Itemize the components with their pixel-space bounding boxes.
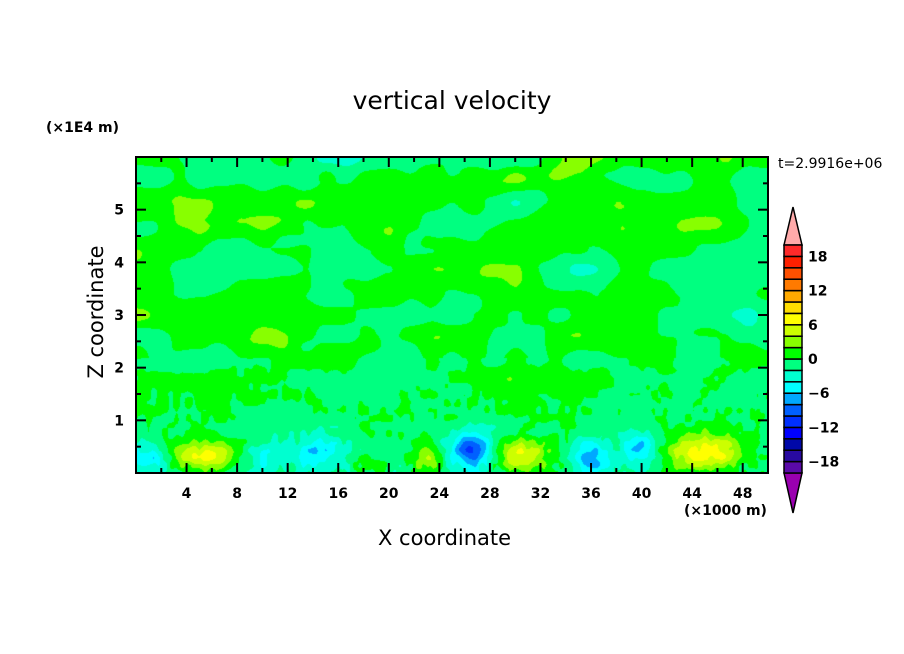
colorbar-over-arrow (783, 206, 803, 246)
z-axis-unit: (×1E4 m) (46, 120, 120, 136)
colorbar-swatch (783, 369, 803, 383)
colorbar-swatch (783, 381, 803, 394)
y-tick-label: 5 (114, 203, 124, 219)
colorbar-tick-label: −6 (808, 386, 829, 402)
colorbar-swatch (783, 358, 803, 372)
colorbar-swatch (783, 346, 803, 360)
colorbar-swatch (783, 312, 803, 326)
x-tick-label: 32 (531, 486, 550, 502)
colorbar-tick-label: 12 (808, 284, 827, 300)
x-tick-label: 12 (278, 486, 297, 502)
colorbar-under-arrow (783, 472, 803, 514)
x-tick-label: 16 (328, 486, 347, 502)
chart-title: vertical velocity (352, 86, 552, 115)
colorbar-tick-label: 6 (808, 318, 818, 334)
colorbar-swatch (783, 289, 803, 303)
colorbar-swatch (783, 335, 803, 349)
colorbar-swatch (783, 460, 803, 474)
colorbar-tick-label: 0 (808, 352, 818, 368)
y-tick-label: 3 (114, 308, 124, 324)
time-label: t=2.9916e+06 (778, 156, 883, 172)
colorbar-swatch (783, 449, 803, 463)
colorbar-swatch (783, 267, 803, 280)
y-tick-label: 2 (114, 361, 124, 377)
colorbar-swatch (783, 255, 803, 269)
colorbar-swatch (783, 426, 803, 440)
x-axis-unit: (×1000 m) (684, 503, 767, 519)
colorbar-swatch (783, 324, 803, 337)
plot-frame (135, 156, 769, 474)
colorbar-swatch (783, 278, 803, 292)
y-tick-label: 4 (114, 255, 124, 271)
colorbar-tick-label: 18 (808, 249, 827, 265)
x-tick-label: 28 (480, 486, 499, 502)
x-tick-label: 36 (581, 486, 600, 502)
x-tick-label: 20 (379, 486, 399, 502)
colorbar-swatch (783, 415, 803, 429)
colorbar-swatch (783, 392, 803, 406)
colorbar-tick-label: −12 (808, 420, 839, 436)
x-tick-label: 44 (682, 486, 702, 502)
x-tick-label: 4 (182, 486, 192, 502)
x-tick-label: 48 (733, 486, 752, 502)
colorbar-swatch (783, 403, 803, 417)
colorbar-swatch (783, 244, 803, 258)
y-tick-label: 1 (114, 413, 124, 429)
contour-field (136, 157, 768, 473)
x-tick-label: 24 (430, 486, 450, 502)
x-tick-label: 40 (632, 486, 652, 502)
x-axis-label: X coordinate (378, 526, 512, 550)
colorbar-swatch (783, 438, 803, 451)
colorbar-swatch (783, 301, 803, 315)
colorbar-tick-label: −18 (808, 455, 839, 471)
x-tick-label: 8 (232, 486, 242, 502)
